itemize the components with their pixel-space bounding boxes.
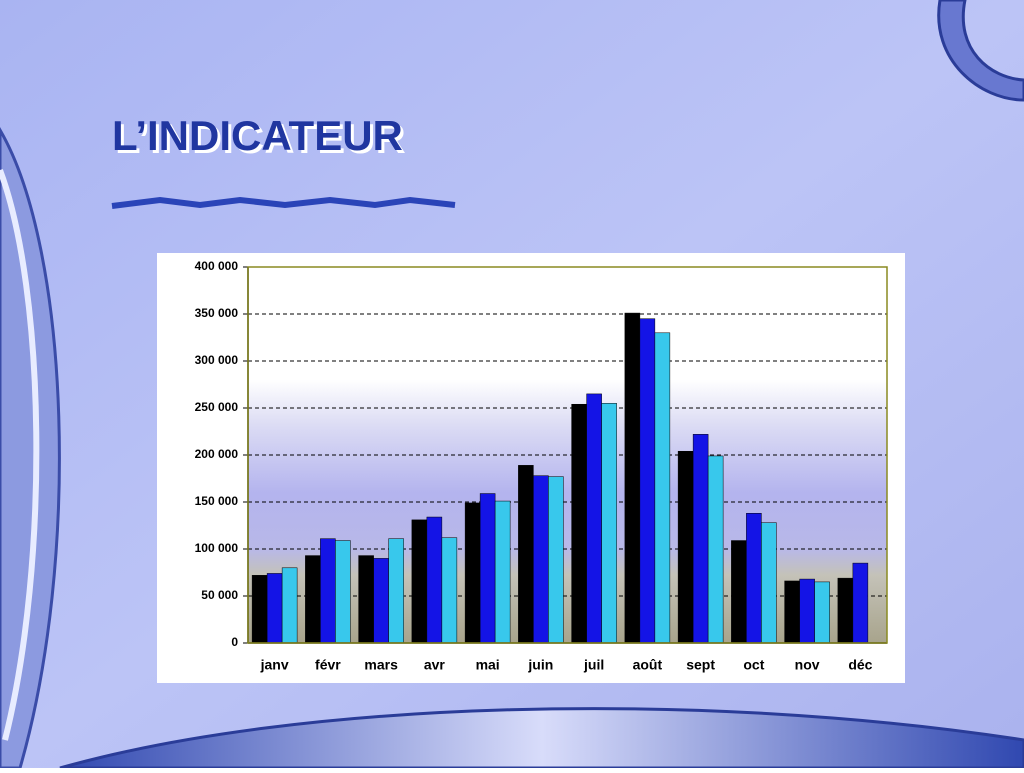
bar	[320, 538, 336, 644]
bar	[373, 558, 389, 644]
decor-corner	[937, 0, 1024, 102]
x-tick-label: avr	[424, 657, 446, 673]
bar	[692, 434, 709, 644]
bar	[707, 455, 724, 644]
bar	[677, 450, 694, 644]
y-tick-label: 150 000	[195, 494, 239, 508]
bar	[799, 578, 815, 644]
bar	[571, 403, 587, 644]
x-tick-label: sept	[686, 657, 715, 673]
bar	[411, 519, 428, 644]
plot: 0 50 000 100 000 150 000 200 000 250 000 300 0…	[195, 259, 887, 673]
y-tick-label: 0	[231, 635, 238, 649]
bar	[654, 332, 671, 644]
x-tick-label: juil	[583, 657, 604, 673]
decor-left-highlight	[0, 168, 40, 741]
decor-bottom-band	[59, 707, 1024, 770]
bar	[624, 312, 641, 644]
x-tick-label: févr	[315, 657, 341, 673]
y-tick-label: 300 000	[195, 353, 239, 367]
y-tick-label: 100 000	[195, 541, 239, 555]
bar	[852, 562, 869, 644]
title-shadow: L’INDICATEUR	[115, 115, 406, 162]
bar	[746, 513, 762, 644]
x-tick-label: juin	[527, 657, 553, 673]
bar	[281, 567, 298, 644]
bar	[441, 537, 458, 644]
x-tick-label: janv	[260, 657, 289, 673]
bar	[601, 403, 617, 644]
bar	[518, 465, 534, 644]
bar	[814, 581, 830, 644]
x-tick-label: mars	[364, 657, 398, 673]
bar	[784, 580, 800, 644]
bar	[358, 555, 374, 644]
y-tick-label: 350 000	[195, 306, 239, 320]
bar	[494, 500, 511, 644]
bar	[305, 555, 321, 644]
bar	[426, 516, 443, 644]
y-tick-label: 200 000	[195, 447, 239, 461]
decor-left-band	[0, 127, 61, 770]
bar	[548, 476, 564, 644]
bar	[639, 318, 656, 644]
bar	[251, 575, 268, 644]
bar	[837, 577, 854, 644]
x-tick-label: déc	[848, 657, 872, 673]
bar	[731, 540, 747, 644]
bar	[479, 493, 496, 644]
plot-border	[247, 266, 888, 644]
bar	[464, 502, 481, 644]
y-tick-label: 50 000	[201, 588, 238, 602]
x-tick-label: oct	[743, 657, 764, 673]
title: L’INDICATEUR	[112, 112, 403, 159]
bar	[335, 540, 351, 644]
bar	[266, 573, 283, 644]
title-underline	[111, 196, 456, 209]
y-tick-label: 250 000	[195, 400, 239, 414]
bar	[388, 538, 404, 644]
bar	[761, 522, 777, 644]
x-tick-label: nov	[795, 657, 820, 673]
x-tick-label: mai	[476, 657, 500, 673]
bar	[586, 393, 602, 644]
x-tick-label: août	[633, 657, 663, 673]
y-tick-label: 400 000	[195, 259, 239, 273]
bar	[533, 475, 549, 644]
